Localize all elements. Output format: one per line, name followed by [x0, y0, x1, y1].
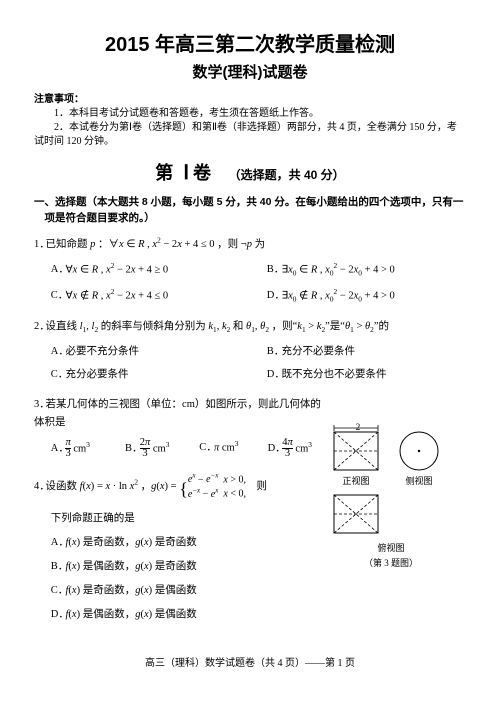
side-view-label: 侧视图	[394, 474, 444, 487]
page-footer: 高三（理科）数学试题卷（共 4 页）——第 1 页	[34, 654, 466, 669]
q3-stem: 若某几何体的三视图（单位：cm）如图所示，则此几何体的体积是	[34, 399, 321, 428]
part-cn2: 卷	[193, 163, 217, 183]
q2-opt-a: A．必要不充分条件	[34, 343, 250, 361]
q3-opt-c: C．π cm3	[183, 438, 251, 460]
notice-head: 注意事项：	[34, 90, 466, 105]
dim-2: 2	[356, 422, 361, 432]
q2-opt-b: B．充分不必要条件	[250, 343, 466, 361]
q4-stem: 设函数 f(x) = x · ln x2 ，g(x) = {ex − e−x x…	[46, 481, 267, 492]
page-subtitle: 数学(理科)试题卷	[34, 61, 466, 82]
part-roman: Ⅰ	[183, 162, 189, 184]
q2-num: 2．	[34, 318, 46, 336]
part-sub: （选择题，共 40 分）	[229, 168, 345, 182]
part-header: 第 Ⅰ 卷 （选择题，共 40 分）	[34, 159, 466, 185]
q1-opt-a: A．∀x ∈ R , x2 − 2x + 4 ≥ 0	[34, 260, 250, 280]
figure-caption: （第 3 题图）	[326, 556, 456, 569]
q3-opt-a: A．π3 cm3	[34, 438, 108, 460]
notice-2: 2．本试卷分为第Ⅰ卷（选择题）和第Ⅱ卷（非选择题）两部分，共 4 页，全卷满分 …	[34, 121, 466, 149]
question-1: 1．已知命题 p ：∀x ∈ R , x2 − 2x + 4 ≤ 0 ，则 ¬p…	[34, 235, 466, 313]
q1-num: 1．	[34, 236, 46, 254]
q4-opt-a: A．f(x) 是奇函数，g(x) 是奇函数	[34, 534, 331, 552]
figure-q3: 2 正视图 侧视图	[326, 422, 456, 569]
q4-lead: 下列命题正确的是	[34, 510, 331, 528]
q1-opt-c: C．∀x ∉ R , x2 − 2x + 4 ≤ 0	[34, 286, 250, 306]
q3-opt-d: D．4π3 cm3	[251, 438, 331, 460]
q3-opt-b: B．2π3 cm3	[108, 438, 182, 460]
top-view-svg	[326, 491, 386, 539]
part-cn1: 第	[155, 163, 179, 183]
side-view-svg	[394, 422, 444, 472]
q2-stem: 设直线 l1, l2 的斜率与倾斜角分别为 k1, k2 和 θ1, θ2 ，则…	[46, 321, 389, 332]
q3-num: 3．	[34, 396, 46, 414]
q2-opt-d: D．既不充分也不必要条件	[250, 366, 466, 384]
q2-opt-c: C．充分必要条件	[34, 366, 250, 384]
front-view-svg: 2	[326, 422, 386, 472]
q4-opt-d: D．f(x) 是偶函数，g(x) 是偶函数	[34, 606, 331, 624]
page-title: 2015 年高三第二次教学质量检测	[34, 28, 466, 57]
q1-opt-d: D．∃x0 ∉ R , x02 − 2x0 + 4 > 0	[250, 286, 466, 306]
q4-opt-c: C．f(x) 是奇函数，g(x) 是偶函数	[34, 582, 331, 600]
notice-1: 1．本科目考试分试题卷和答题卷，考生须在答题纸上作答。	[34, 107, 466, 121]
q4-opt-b: B．f(x) 是偶函数，g(x) 是奇函数	[34, 558, 331, 576]
front-view-label: 正视图	[326, 474, 386, 487]
q4-num: 4．	[34, 478, 46, 496]
top-view-label: 俯视图	[326, 541, 456, 554]
question-2: 2．设直线 l1, l2 的斜率与倾斜角分别为 k1, k2 和 θ1, θ2 …	[34, 318, 466, 390]
section-head: 一、选择题（本大题共 8 小题，每小题 5 分，共 40 分。在每小题给出的四个…	[34, 195, 466, 227]
q1-opt-b: B．∃x0 ∈ R , x02 − 2x0 + 4 > 0	[250, 260, 466, 280]
q1-stem: 已知命题 p ：∀x ∈ R , x2 − 2x + 4 ≤ 0 ，则 ¬p 为	[46, 239, 266, 250]
